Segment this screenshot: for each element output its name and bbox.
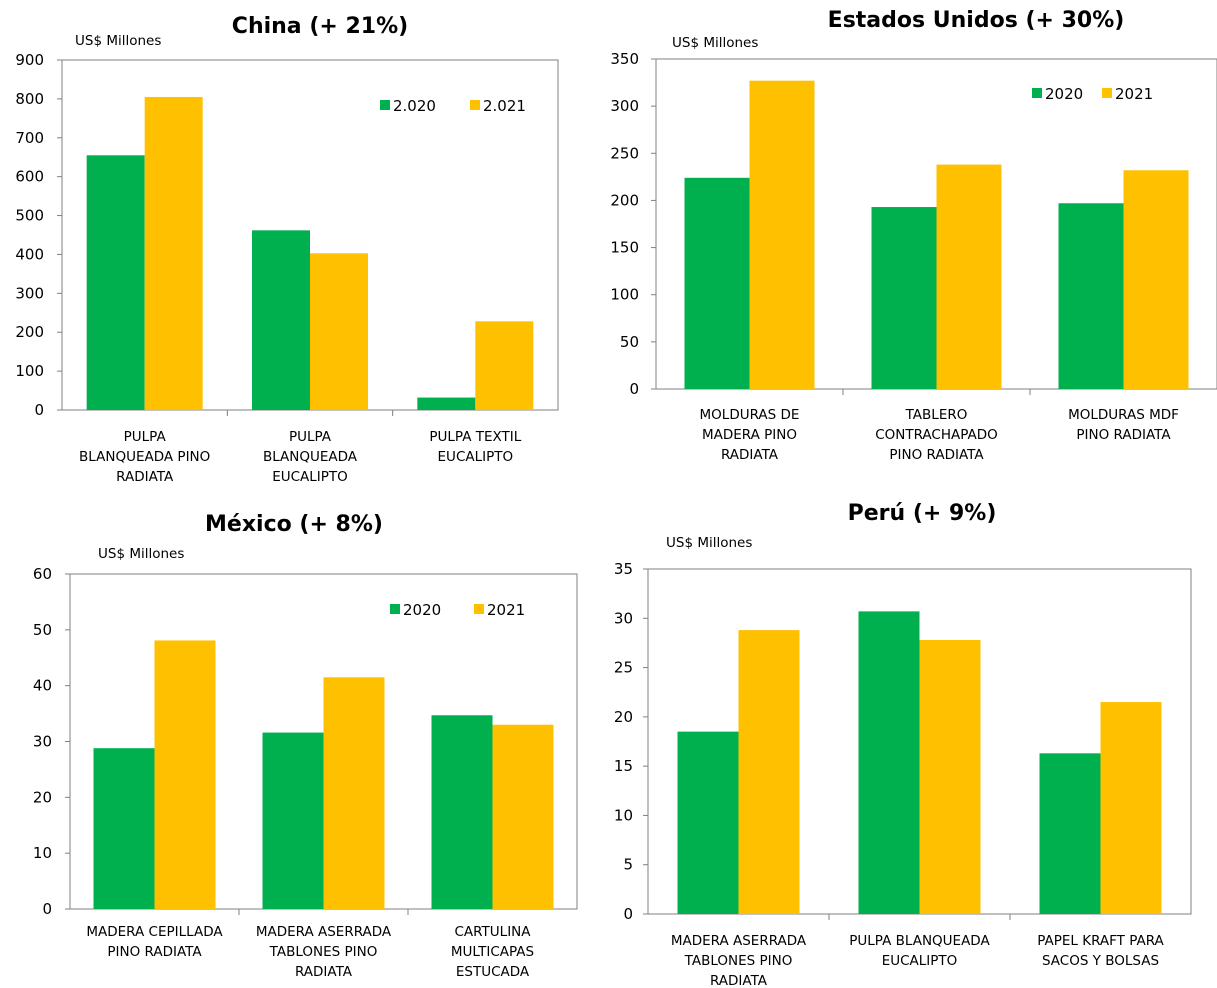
bar bbox=[1100, 702, 1162, 914]
y-tick-label: 15 bbox=[614, 757, 633, 775]
chart-title: Estados Unidos (+ 30%) bbox=[828, 8, 1125, 33]
bar bbox=[86, 155, 145, 410]
legend-label: 2.020 bbox=[393, 97, 436, 115]
category-label: PULPA TEXTIL EUCALIPTO bbox=[429, 429, 521, 465]
chart-svg: China (+ 21%) US$ Millones 0 100 200 300 400 50… bbox=[15, 14, 559, 485]
y-tick-label: 30 bbox=[614, 609, 633, 627]
y-tick-label: 0 bbox=[42, 900, 52, 918]
category-label: MADERA CEPILLADA PINO RADIATA bbox=[86, 924, 223, 960]
y-tick-label: 5 bbox=[623, 856, 633, 874]
bar bbox=[936, 164, 1002, 389]
y-tick-label: 400 bbox=[15, 245, 44, 263]
legend-swatch bbox=[1102, 88, 1112, 98]
category-label: CARTULINA MULTICAPAS ESTUCADA bbox=[451, 924, 534, 980]
y-tick-label: 900 bbox=[15, 51, 44, 69]
category-label: MOLDURAS MDF PINO RADIATA bbox=[1068, 407, 1179, 443]
chart-title: México (+ 8%) bbox=[205, 512, 383, 537]
bar bbox=[871, 207, 937, 389]
bar bbox=[1058, 203, 1124, 389]
y-tick-label: 20 bbox=[614, 708, 633, 726]
category-label: PULPA BLANQUEADA PINO RADIATA bbox=[79, 429, 210, 485]
y-tick-label: 35 bbox=[614, 560, 633, 578]
bar bbox=[310, 253, 368, 410]
chart-china: China (+ 21%) US$ Millones 0 100 200 300 400 50… bbox=[0, 0, 608, 494]
y-tick-label: 800 bbox=[15, 90, 44, 108]
bar bbox=[858, 611, 920, 914]
bar bbox=[919, 639, 981, 914]
bar bbox=[417, 397, 476, 410]
y-tick-label: 350 bbox=[610, 50, 639, 68]
y-tick-label: 0 bbox=[34, 401, 44, 419]
legend-swatch bbox=[1032, 88, 1042, 98]
legend-label: 2021 bbox=[487, 601, 525, 619]
legend-swatch bbox=[390, 604, 400, 614]
category-label: MADERA ASERRADA TABLONES PINO RADIATA bbox=[671, 933, 807, 988]
y-tick-label: 700 bbox=[15, 129, 44, 147]
chart-svg: Estados Unidos (+ 30%) US$ Millones 0 50 100… bbox=[610, 8, 1217, 463]
legend-label: 2020 bbox=[1045, 85, 1083, 103]
category-label: MADERA ASERRADA TABLONES PINO RADIATA bbox=[256, 924, 392, 980]
y-tick-label: 50 bbox=[620, 333, 639, 351]
chart-title: Perú (+ 9%) bbox=[848, 501, 997, 526]
y-tick-label: 100 bbox=[610, 286, 639, 304]
bar bbox=[252, 230, 310, 410]
category-label: TABLERO CONTRACHAPADO PINO RADIATA bbox=[875, 407, 998, 463]
legend-swatch bbox=[474, 604, 484, 614]
y-axis-unit-label: US$ Millones bbox=[672, 35, 758, 51]
y-tick-label: 300 bbox=[15, 284, 44, 302]
bar bbox=[154, 640, 216, 909]
y-tick-label: 25 bbox=[614, 659, 633, 677]
bar bbox=[323, 677, 385, 909]
y-tick-label: 0 bbox=[629, 380, 639, 398]
y-tick-label: 150 bbox=[610, 239, 639, 257]
y-axis-unit-label: US$ Millones bbox=[98, 546, 184, 562]
bar bbox=[684, 177, 750, 389]
y-tick-label: 10 bbox=[33, 844, 52, 862]
legend-swatch bbox=[380, 100, 390, 110]
y-tick-label: 60 bbox=[33, 565, 52, 583]
bar bbox=[492, 724, 554, 909]
y-axis-unit-label: US$ Millones bbox=[75, 33, 161, 49]
y-tick-label: 200 bbox=[15, 323, 44, 341]
y-tick-label: 600 bbox=[15, 168, 44, 186]
chart-estados-unidos: Estados Unidos (+ 30%) US$ Millones 0 50 100… bbox=[608, 0, 1217, 494]
category-label: PAPEL KRAFT PARA SACOS Y BOLSAS bbox=[1037, 933, 1164, 969]
bar bbox=[262, 732, 324, 909]
bar bbox=[1039, 753, 1101, 914]
legend-swatch bbox=[470, 100, 480, 110]
y-tick-label: 40 bbox=[33, 677, 52, 695]
y-tick-label: 250 bbox=[610, 144, 639, 162]
bar bbox=[431, 715, 493, 909]
legend-label: 2021 bbox=[1115, 85, 1153, 103]
chart-svg: Perú (+ 9%) US$ Millones 0 5 10 15 20 25 30 35 MAD… bbox=[614, 501, 1192, 988]
chart-peru: Perú (+ 9%) US$ Millones 0 5 10 15 20 25 30 35 MAD… bbox=[608, 494, 1217, 988]
chart-mexico: México (+ 8%) US$ Millones 0 10 20 30 40 50 60 MA… bbox=[0, 494, 608, 988]
y-tick-label: 500 bbox=[15, 207, 44, 225]
y-tick-label: 20 bbox=[33, 788, 52, 806]
y-tick-label: 200 bbox=[610, 191, 639, 209]
category-label: MOLDURAS DE MADERA PINO RADIATA bbox=[700, 407, 800, 463]
y-tick-label: 10 bbox=[614, 806, 633, 824]
y-tick-label: 100 bbox=[15, 362, 44, 380]
y-tick-label: 50 bbox=[33, 621, 52, 639]
legend-label: 2020 bbox=[403, 601, 441, 619]
category-label: PULPA BLANQUEADA EUCALIPTO bbox=[263, 429, 358, 485]
bar bbox=[1123, 170, 1189, 389]
y-tick-label: 30 bbox=[33, 733, 52, 751]
y-axis-unit-label: US$ Millones bbox=[666, 535, 752, 551]
bar bbox=[475, 321, 534, 410]
y-tick-label: 0 bbox=[623, 905, 633, 923]
category-label: PULPA BLANQUEADA EUCALIPTO bbox=[849, 933, 990, 969]
bar bbox=[144, 96, 203, 410]
bar bbox=[93, 748, 155, 909]
bar bbox=[749, 80, 815, 389]
chart-title: China (+ 21%) bbox=[232, 14, 408, 39]
bar bbox=[738, 630, 800, 914]
legend-label: 2.021 bbox=[483, 97, 526, 115]
y-tick-label: 300 bbox=[610, 97, 639, 115]
chart-svg: México (+ 8%) US$ Millones 0 10 20 30 40 50 60 MA… bbox=[33, 512, 578, 980]
bar bbox=[677, 731, 739, 914]
